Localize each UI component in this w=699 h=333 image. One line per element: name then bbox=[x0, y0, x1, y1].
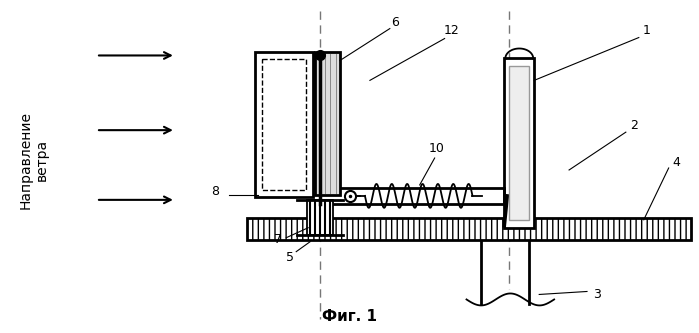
Text: 4: 4 bbox=[672, 156, 681, 168]
Bar bbox=[505, 59, 534, 228]
Text: 1: 1 bbox=[643, 24, 651, 37]
Bar bbox=[247, 218, 691, 240]
Text: 10: 10 bbox=[428, 142, 445, 155]
Text: 12: 12 bbox=[444, 24, 459, 37]
Bar bbox=[315, 53, 340, 195]
Text: 8: 8 bbox=[212, 185, 219, 198]
Bar bbox=[307, 200, 333, 235]
Bar bbox=[510, 66, 529, 220]
Text: 3: 3 bbox=[593, 288, 601, 301]
Text: Направление
ветра: Направление ветра bbox=[18, 111, 48, 209]
Text: Фиг. 1: Фиг. 1 bbox=[322, 309, 377, 324]
Text: 5: 5 bbox=[287, 251, 294, 264]
Text: 2: 2 bbox=[630, 119, 637, 132]
Bar bbox=[262, 60, 306, 190]
Text: 7: 7 bbox=[274, 233, 282, 246]
Bar bbox=[255, 53, 313, 197]
Text: 6: 6 bbox=[391, 16, 398, 29]
Bar bbox=[247, 218, 691, 240]
